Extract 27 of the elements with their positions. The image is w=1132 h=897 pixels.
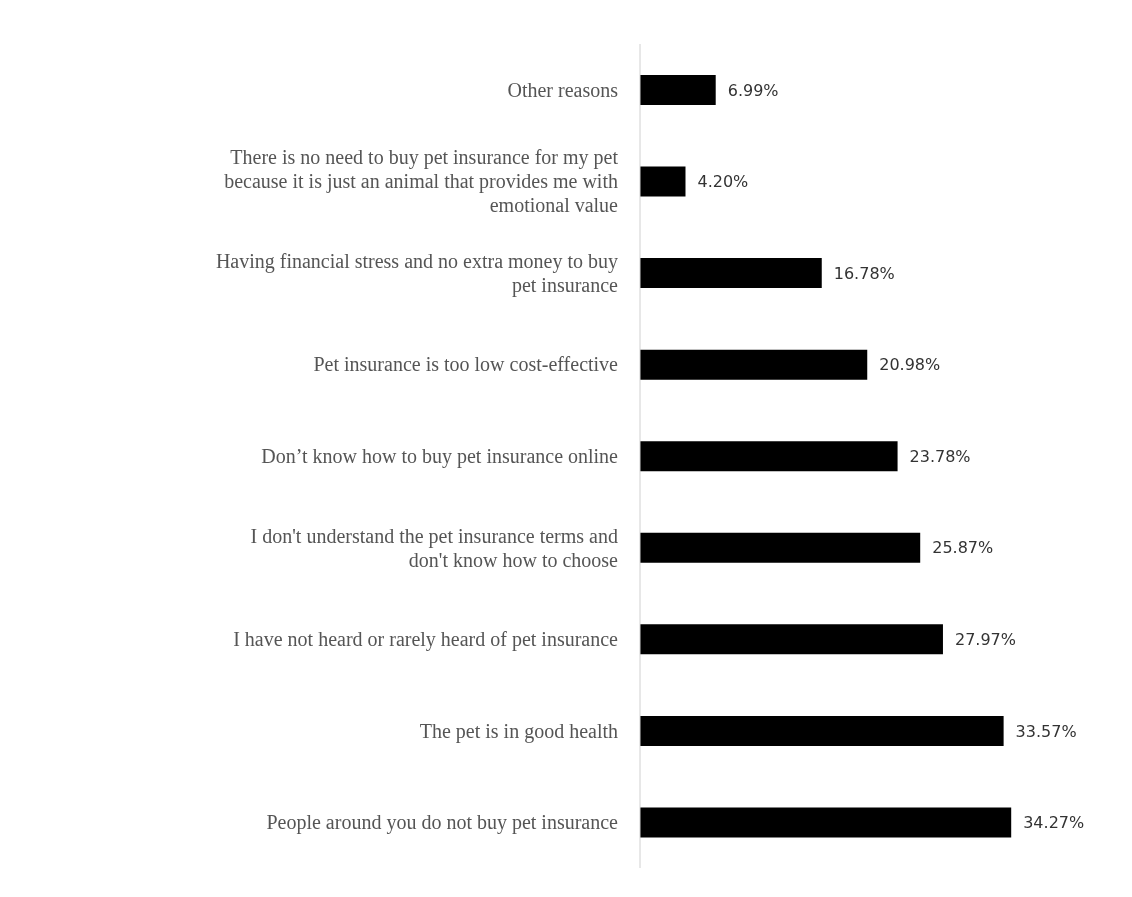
- data-label: 33.57%: [1015, 721, 1077, 741]
- data-label: 34.27%: [1023, 813, 1085, 833]
- y-tick-label: I have not heard or rarely heard of pet insurance: [233, 628, 619, 652]
- y-tick-label: People around you do not buy pet insurance: [266, 811, 619, 835]
- bar: [640, 532, 921, 563]
- y-tick-label: There is no need to buy pet insurance for my pet because it is just an animal that provides me with emotional value: [224, 146, 619, 217]
- y-tick-label: Pet insurance is too low cost-effective: [313, 353, 619, 376]
- bar: [640, 349, 868, 380]
- data-label: 20.98%: [879, 355, 941, 375]
- data-label: 16.78%: [833, 263, 895, 283]
- data-label: 23.78%: [909, 446, 971, 466]
- data-label: 4.20%: [697, 172, 749, 192]
- bar: [640, 75, 716, 105]
- bar: [640, 624, 943, 655]
- data-label: 25.87%: [932, 538, 994, 558]
- bar: [640, 807, 1012, 838]
- bar: [640, 166, 686, 197]
- y-tick-label: Don’t know how to buy pet insurance online: [261, 445, 619, 468]
- bar: [640, 258, 822, 289]
- y-tick-label: Having financial stress and no extra money to buy pet insurance: [215, 249, 619, 297]
- y-tick-label: Other reasons: [507, 78, 619, 101]
- bar: [640, 715, 1004, 746]
- y-tick-label: I don't understand the pet insurance terms and don't know how to choose: [250, 524, 619, 571]
- y-tick-label: The pet is in good health: [419, 719, 618, 743]
- bar: [640, 441, 898, 472]
- data-label: 27.97%: [954, 630, 1016, 650]
- data-label: 6.99%: [727, 80, 779, 100]
